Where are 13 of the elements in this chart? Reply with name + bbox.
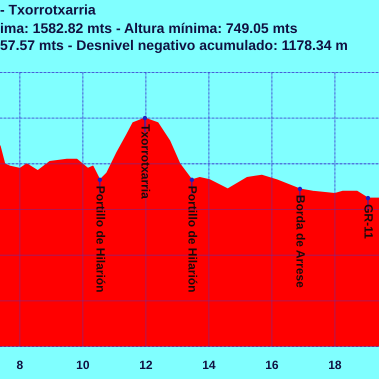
x-tick-label: 18	[328, 358, 342, 372]
annotation: GR-11	[362, 204, 376, 240]
annotation: Txorrotxarria	[138, 124, 153, 200]
x-tick-label: 14	[202, 358, 216, 372]
x-tick-label: 16	[265, 358, 279, 372]
x-tick-label: 8	[16, 358, 24, 372]
chart-title: - Txorrotxarria	[0, 1, 96, 18]
annotation: Portillo de Hilarión	[186, 186, 200, 292]
annotation: Borda de Arrese	[294, 194, 308, 288]
annotation: Portillo de Hilarión	[94, 186, 108, 292]
x-tick-label: 12	[139, 358, 153, 372]
chart-subtitle: ima: 1582.82 mts - Altura mínima: 749.05 mts 57.57 mts - Desnivel negativo acumulado: 1178.34 m	[0, 20, 348, 53]
x-tick-label: 10	[76, 358, 90, 372]
